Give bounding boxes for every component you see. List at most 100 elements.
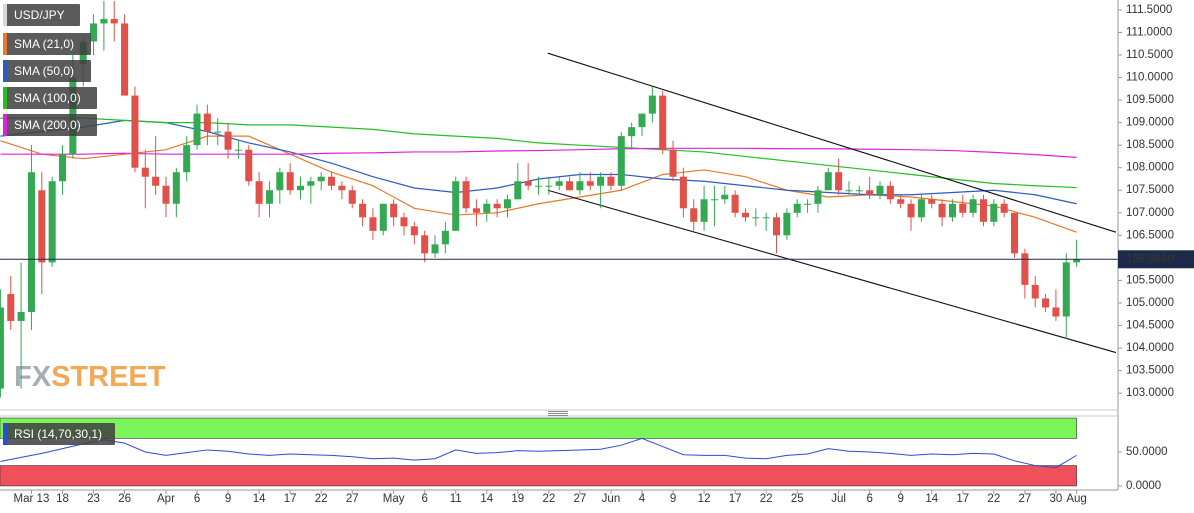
candle-body [959, 203, 967, 213]
candle-body [597, 176, 605, 186]
candle-body [172, 172, 180, 204]
legend-label: SMA (200,0) [14, 118, 81, 132]
candle-body [731, 194, 739, 213]
candle-body [379, 203, 387, 231]
legend-swatch [3, 114, 7, 136]
y-tick-label: 104.0000 [1126, 342, 1174, 354]
overlay: 103.0000 103.5000 104.0000 104.5000 105.0000… [3, 4, 1194, 505]
candle-body [0, 307, 4, 389]
watermark-part: FX [14, 361, 52, 393]
candle-body [741, 212, 749, 218]
candle-body [441, 230, 449, 245]
legend-item[interactable]: SMA (100,0) [3, 87, 97, 109]
y-tick-label: 109.5000 [1126, 94, 1174, 106]
candle-body [193, 113, 201, 146]
candle-body [276, 172, 284, 191]
x-tick-label: 22 [315, 493, 328, 505]
candle-body [710, 199, 718, 201]
candle-body [224, 131, 232, 150]
candle-body [886, 185, 894, 200]
candle-body [576, 181, 584, 191]
x-tick-label: 23 [87, 493, 100, 505]
rsi-panel [0, 417, 1077, 487]
candle-body [369, 217, 377, 231]
x-tick-label: 27 [574, 493, 587, 505]
candle-body [876, 185, 884, 195]
y-tick-label: 104.5000 [1126, 319, 1174, 331]
legend-item[interactable]: SMA (21,0) [3, 33, 91, 55]
candle-body [721, 194, 729, 200]
legend-box [3, 114, 97, 136]
candle-body [679, 176, 687, 209]
x-tick-label: Mar 13 [14, 493, 50, 505]
divider-handle[interactable] [548, 411, 568, 416]
candle-body [555, 181, 563, 186]
legend-box [3, 60, 91, 82]
candle-body [866, 190, 874, 195]
candle-body [617, 136, 625, 186]
candle-body [328, 176, 336, 186]
x-tick-label: 14 [925, 493, 938, 505]
candle-body [162, 185, 170, 204]
y-tick-label: 105.0000 [1126, 297, 1174, 309]
legend-item[interactable]: USD/JPY [3, 4, 80, 26]
candle-body [214, 131, 222, 133]
candle-body [804, 203, 812, 205]
legend-swatch [3, 87, 7, 109]
x-tick-label: 17 [284, 493, 297, 505]
candle-body [545, 185, 553, 187]
x-tick-label: 14 [253, 493, 266, 505]
legend-item[interactable]: SMA (50,0) [3, 60, 91, 82]
rsi-legend[interactable]: RSI (14,70,30,1) [3, 423, 115, 445]
x-tick-label: 12 [698, 493, 711, 505]
legend-box [3, 423, 115, 445]
candle-body [410, 226, 418, 236]
candle-body [897, 199, 905, 204]
y-tick-label: 111.5000 [1126, 4, 1172, 16]
x-tick-label: 9 [225, 493, 231, 505]
candle-body [296, 185, 305, 191]
last-price-label: 105.9690 [1126, 253, 1174, 265]
legend-item[interactable]: SMA (200,0) [3, 114, 97, 136]
y-tick-label: 110.5000 [1126, 49, 1173, 61]
legend-label: RSI (14,70,30,1) [14, 427, 102, 441]
last-price-box [1118, 250, 1194, 269]
candle-body [979, 199, 987, 222]
candle-body [772, 217, 781, 236]
trendline [547, 52, 1117, 233]
y-tick-label: 103.5000 [1126, 365, 1174, 377]
candle-body [1021, 253, 1029, 285]
legend-label: SMA (21,0) [14, 37, 74, 51]
candle-body [907, 203, 915, 218]
candle-body [783, 212, 791, 236]
legend-swatch [3, 60, 7, 82]
candle-body [835, 172, 843, 191]
candle-body [17, 311, 25, 321]
sma-line [0, 147, 1077, 158]
x-tick-label: Jul [831, 493, 846, 505]
legend-label: SMA (100,0) [14, 91, 81, 105]
y-tick-label: 110.0000 [1126, 72, 1173, 84]
candle-body [566, 181, 574, 191]
y-tick-label: 109.0000 [1126, 117, 1174, 129]
rsi-y-tick-label: 50.0000 [1126, 446, 1168, 458]
candle-body [814, 190, 822, 204]
candle-body [514, 181, 522, 200]
candle-body [659, 95, 667, 150]
x-tick-label: 22 [760, 493, 773, 505]
x-tick-label: 27 [1018, 493, 1031, 505]
x-tick-label: 9 [670, 493, 676, 505]
candle-body [628, 127, 636, 137]
candle-body [938, 203, 946, 218]
y-tick-label: 103.0000 [1126, 387, 1174, 399]
x-tick-label: 11 [450, 493, 462, 505]
y-tick-label: 105.5000 [1126, 274, 1174, 286]
candle-body [845, 190, 853, 192]
candle-body [7, 293, 15, 321]
legend-box [3, 33, 91, 55]
candle-body [245, 149, 253, 182]
y-tick-label: 107.0000 [1126, 207, 1174, 219]
x-tick-label: 22 [542, 493, 555, 505]
watermark: FXSTREET [14, 361, 166, 393]
